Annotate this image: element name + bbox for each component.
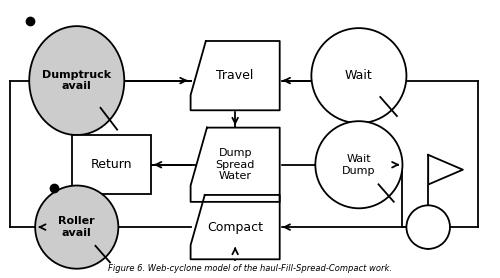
Polygon shape: [190, 41, 280, 110]
Text: Travel: Travel: [216, 69, 254, 82]
Text: Compact: Compact: [207, 221, 263, 234]
Bar: [72, 135, 151, 194]
Circle shape: [312, 28, 406, 123]
Polygon shape: [428, 155, 463, 185]
Circle shape: [35, 185, 118, 269]
Polygon shape: [190, 128, 280, 202]
Text: Wait: Wait: [345, 69, 373, 82]
Text: Figure 6. Web-cyclone model of the haul-Fill-Spread-Compact work.: Figure 6. Web-cyclone model of the haul-…: [108, 264, 392, 273]
Ellipse shape: [29, 26, 124, 135]
Polygon shape: [190, 195, 280, 259]
Text: Roller
avail: Roller avail: [58, 216, 95, 238]
Circle shape: [406, 205, 450, 249]
Text: Dump
Spread
Water: Dump Spread Water: [216, 148, 255, 181]
Text: Dumptruck
avail: Dumptruck avail: [42, 70, 112, 91]
Text: Return: Return: [90, 158, 132, 171]
Circle shape: [316, 121, 402, 208]
Text: Wait
Dump: Wait Dump: [342, 154, 376, 175]
